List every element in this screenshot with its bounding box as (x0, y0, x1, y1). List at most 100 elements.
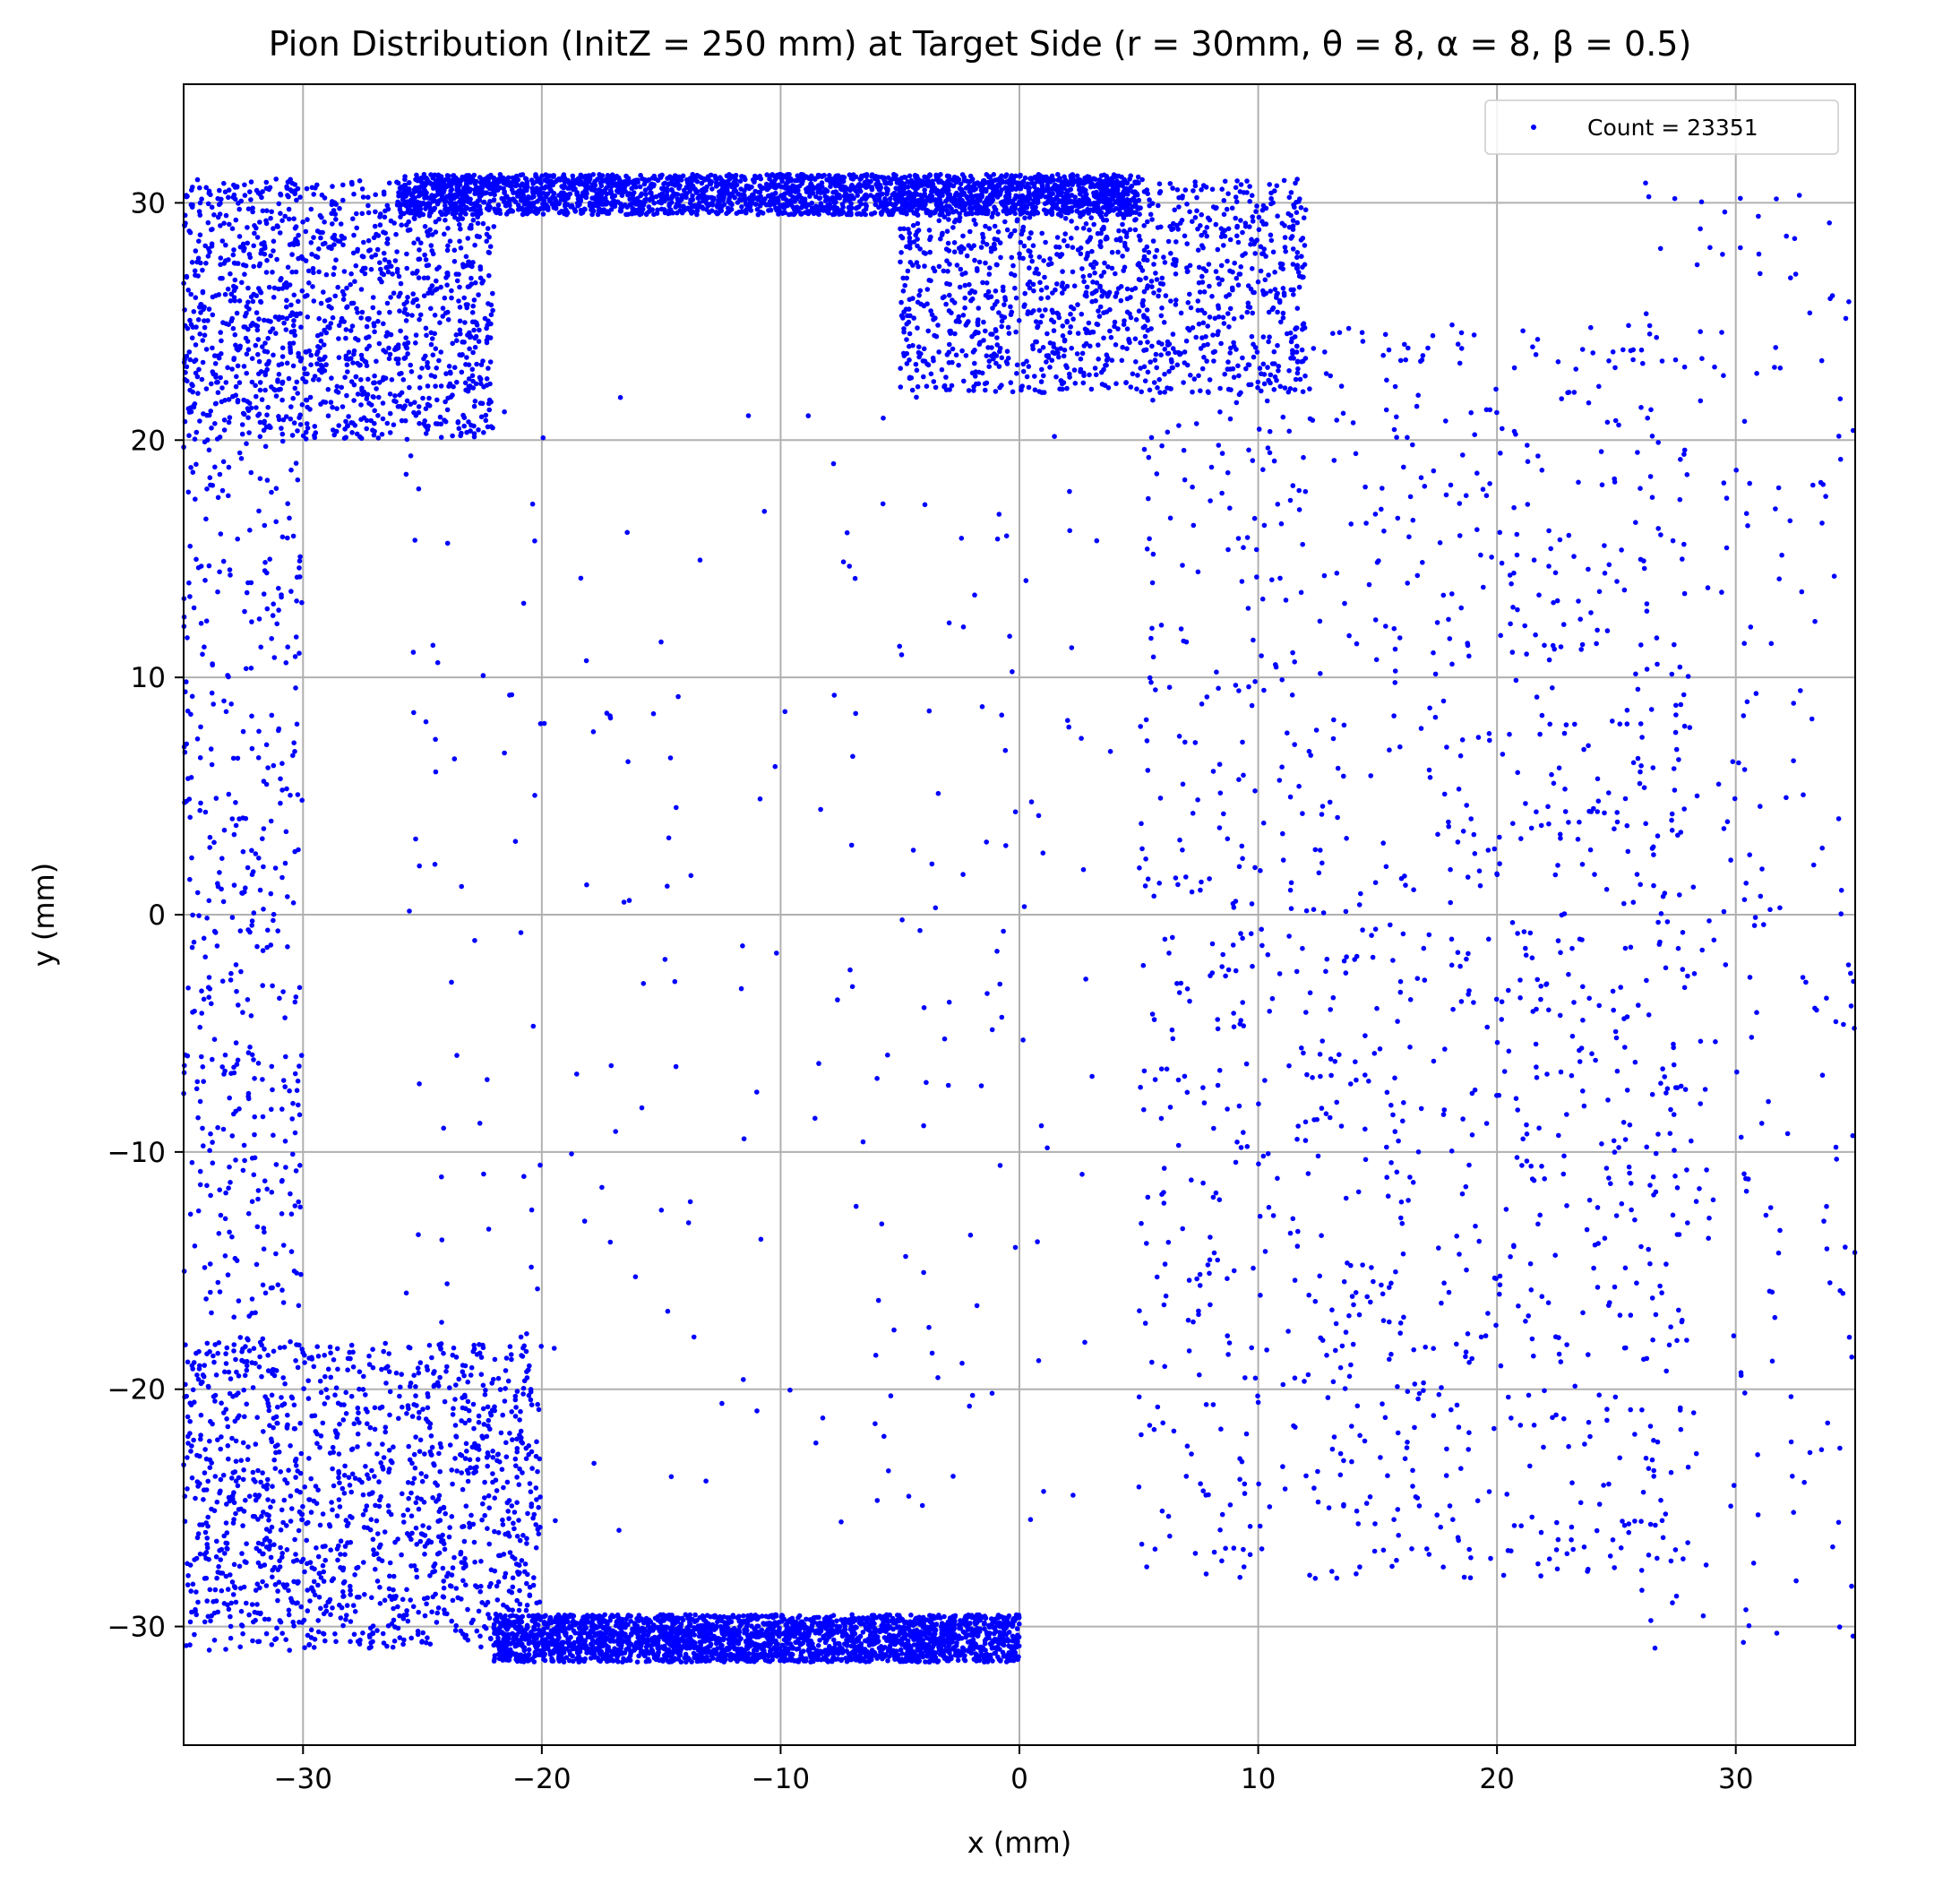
scatter-point (605, 185, 610, 191)
scatter-point (245, 241, 250, 246)
scatter-point (351, 192, 357, 197)
scatter-point (198, 302, 203, 307)
scatter-point (312, 433, 317, 438)
scatter-point (950, 225, 956, 230)
scatter-point (436, 217, 442, 222)
scatter-point (539, 174, 545, 179)
scatter-point (1297, 196, 1302, 202)
scatter-point (980, 232, 985, 237)
scatter-point (1300, 348, 1305, 353)
scatter-point (665, 176, 670, 181)
scatter-point (752, 179, 757, 185)
scatter-point (691, 185, 696, 191)
scatter-point (1272, 361, 1277, 366)
scatter-point (1132, 218, 1138, 223)
scatter-point (1032, 181, 1037, 186)
scatter-point (450, 187, 455, 193)
scatter-point (312, 298, 317, 304)
scatter-point (245, 225, 250, 230)
scatter-point (410, 271, 416, 276)
scatter-point (476, 292, 481, 297)
scatter-point (957, 204, 962, 210)
scatter-point (382, 192, 387, 197)
scatter-point (386, 270, 391, 275)
scatter-point (1056, 198, 1062, 203)
scatter-point (1001, 302, 1007, 307)
scatter-point (418, 202, 424, 208)
scatter-point (488, 192, 494, 197)
scatter-point (1015, 194, 1020, 199)
scatter-point (237, 234, 243, 239)
scatter-point (423, 202, 428, 207)
scatter-point (430, 336, 435, 341)
scatter-point (467, 260, 472, 265)
scatter-point (1044, 285, 1050, 290)
scatter-point (940, 367, 945, 373)
scatter-point (483, 316, 488, 322)
scatter-point (1019, 211, 1025, 216)
scatter-point (1025, 374, 1030, 380)
scatter-point (1283, 245, 1288, 250)
scatter-point (371, 395, 376, 400)
scatter-point (1040, 314, 1045, 319)
scatter-point (1244, 178, 1250, 184)
scatter-point (1240, 356, 1245, 361)
scatter-point (349, 180, 355, 185)
scatter-point (876, 193, 881, 198)
scatter-point (333, 257, 339, 262)
scatter-point (1050, 308, 1055, 314)
scatter-point (511, 197, 517, 202)
scatter-point (241, 262, 246, 268)
scatter-point (429, 193, 434, 198)
scatter-point (954, 353, 959, 358)
scatter-point (254, 394, 259, 400)
scatter-point (231, 357, 236, 363)
scatter-point (796, 175, 802, 180)
scatter-point (1143, 378, 1148, 383)
scatter-point (245, 399, 250, 404)
scatter-point (1259, 269, 1264, 274)
scatter-point (409, 313, 415, 318)
scatter-point (481, 384, 486, 390)
scatter-point (1089, 387, 1095, 392)
scatter-point (281, 321, 287, 326)
scatter-point (1263, 278, 1268, 283)
scatter-point (197, 331, 202, 337)
scatter-point (945, 228, 950, 234)
scatter-point (1062, 338, 1068, 343)
scatter-point (372, 380, 377, 385)
scatter-point (237, 298, 243, 304)
scatter-point (472, 431, 477, 436)
scatter-point (952, 175, 958, 180)
scatter-point (231, 247, 236, 253)
scatter-point (780, 175, 786, 180)
scatter-point (398, 203, 403, 209)
scatter-point (1254, 203, 1259, 209)
scatter-point (206, 220, 211, 226)
scatter-point (694, 212, 700, 218)
scatter-point (212, 421, 218, 426)
scatter-point (1099, 370, 1105, 375)
scatter-point (1153, 357, 1158, 363)
scatter-point (1060, 269, 1065, 274)
scatter-point (1221, 315, 1226, 321)
scatter-point (293, 182, 298, 187)
scatter-point (496, 202, 502, 208)
scatter-point (1107, 329, 1113, 334)
scatter-point (251, 299, 256, 305)
scatter-point (503, 176, 508, 182)
scatter-point (279, 218, 285, 223)
scatter-point (897, 192, 902, 197)
scatter-point (326, 413, 331, 418)
scatter-point (340, 289, 346, 295)
scatter-point (1170, 366, 1175, 371)
scatter-point (1102, 173, 1107, 178)
scatter-point (391, 399, 397, 404)
scatter-point (277, 314, 282, 320)
scatter-point (742, 175, 747, 180)
scatter-point (1176, 204, 1182, 210)
scatter-point (947, 262, 952, 267)
scatter-point (1098, 245, 1104, 250)
scatter-point (515, 191, 520, 196)
scatter-point (960, 234, 966, 239)
